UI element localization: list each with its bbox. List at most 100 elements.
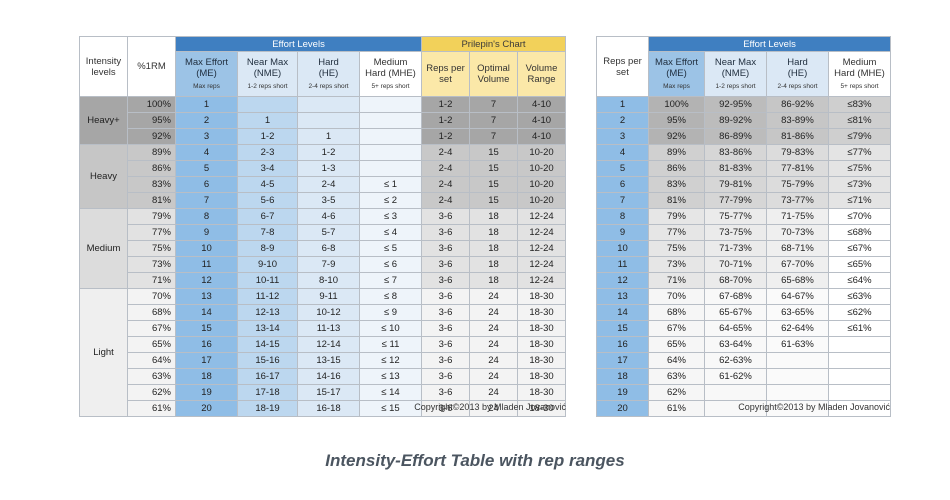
t2-max-effort-sub: Max reps <box>663 82 690 90</box>
rm-cell: 61% <box>127 400 176 417</box>
t2-hard-header: Hard (HE) 2-4 reps short <box>766 51 829 97</box>
volume-range-cell: 4-10 <box>517 128 567 145</box>
reps-cell: 19 <box>596 384 649 401</box>
medium-hard-cell: ≤77% <box>827 144 892 161</box>
volume-range-cell: 10-20 <box>517 176 567 193</box>
medium-hard-cell <box>827 368 892 385</box>
volume-range-cell: 12-24 <box>517 208 567 225</box>
reps-cell: 12 <box>596 272 649 289</box>
hard-cell: 83-89% <box>766 112 829 129</box>
hard-cell: 67-70% <box>766 256 829 273</box>
rm-cell: 75% <box>127 240 176 257</box>
hard-cell: 62-64% <box>766 320 829 337</box>
medium-hard-cell: ≤70% <box>827 208 892 225</box>
reps-cell: 8 <box>596 208 649 225</box>
max-effort-cell: 20 <box>175 400 238 417</box>
optimal-volume-cell: 24 <box>469 400 519 417</box>
hard-cell: 7-9 <box>297 256 360 273</box>
medium-hard-cell: ≤79% <box>827 128 892 145</box>
rm-cell: 92% <box>127 128 176 145</box>
volume-range-cell: 18-30 <box>517 384 567 401</box>
medium-hard-cell: ≤61% <box>827 320 892 337</box>
medium-hard-cell: ≤67% <box>827 240 892 257</box>
reps-cell: 11 <box>596 256 649 273</box>
max-effort-cell: 92% <box>648 128 705 145</box>
medium-hard-cell <box>827 384 892 401</box>
reps-cell: 1 <box>596 96 649 113</box>
table-row: 11 73% 70-71% 67-70% ≤65% <box>596 256 892 273</box>
table-row: 95% 2 1 1-2 7 4-10 <box>80 112 567 129</box>
volume-range-cell: 12-24 <box>517 256 567 273</box>
table-row: Heavy 89% 4 2-3 1-2 2-4 15 10-20 <box>79 144 567 209</box>
max-effort-cell: 15 <box>175 320 238 337</box>
t2-near-max-sub: 1-2 reps short <box>715 82 756 90</box>
intensity-group-label: Heavy <box>79 144 128 209</box>
near-max-cell: 63-64% <box>704 336 767 353</box>
near-max-cell: 64-65% <box>704 320 767 337</box>
hard-cell: 81-86% <box>766 128 829 145</box>
reps-cell: 6 <box>596 176 649 193</box>
near-max-header: Near Max (NME) 1-2 reps short <box>237 51 298 97</box>
hard-cell: 9-11 <box>297 288 360 305</box>
max-effort-cell: 73% <box>648 256 705 273</box>
reps-per-set-cell: 1-2 <box>421 112 471 129</box>
table-row: 19 62% <box>596 384 892 401</box>
table-row: 65% 16 14-15 12-14 ≤ 11 3-6 24 18-30 <box>80 336 567 353</box>
optimal-volume-cell: 24 <box>469 288 519 305</box>
near-max-cell: 83-86% <box>704 144 767 161</box>
rm-cell: 68% <box>127 304 176 321</box>
near-max-cell: 61-62% <box>704 368 767 385</box>
near-max-cell: 8-9 <box>237 240 298 257</box>
medium-hard-cell <box>358 96 423 113</box>
optimal-volume-cell: 15 <box>469 160 519 177</box>
hard-cell: 13-15 <box>297 352 360 369</box>
volume-range-cell: 18-30 <box>517 288 567 305</box>
near-max-cell <box>704 384 767 401</box>
volume-range-cell: 12-24 <box>517 240 567 257</box>
volume-range-cell: 4-10 <box>517 112 567 129</box>
table-row: 1 100% 92-95% 86-92% ≤83% <box>596 96 892 113</box>
near-max-cell: 12-13 <box>237 304 298 321</box>
copyright-left: Copyright©2013 by Mladen Jovanović <box>414 402 566 412</box>
medium-hard-cell: ≤ 12 <box>358 352 423 369</box>
max-effort-cell: 71% <box>648 272 705 289</box>
max-effort-cell: 83% <box>648 176 705 193</box>
reps-per-set-cell: 1-2 <box>421 128 471 145</box>
hard-title: Hard (HE) <box>318 56 339 79</box>
table-row: 14 68% 65-67% 63-65% ≤62% <box>596 304 892 321</box>
hard-cell: 6-8 <box>297 240 360 257</box>
table-row: 12 71% 68-70% 65-68% ≤64% <box>596 272 892 289</box>
volume-range-cell: 18-30 <box>517 336 567 353</box>
near-max-cell: 1 <box>237 112 298 129</box>
reps-cell: 3 <box>596 128 649 145</box>
medium-hard-cell <box>358 144 423 161</box>
optimal-volume-cell: 24 <box>469 368 519 385</box>
medium-hard-cell: ≤81% <box>827 112 892 129</box>
max-effort-cell: 17 <box>175 352 238 369</box>
t2-near-max-header: Near Max (NME) 1-2 reps short <box>704 51 767 97</box>
volume-range-cell: 10-20 <box>517 160 567 177</box>
t2-medium-hard-title: Medium Hard (MHE) <box>834 56 885 79</box>
t2-hard-title: Hard (HE) <box>787 56 808 79</box>
near-max-cell: 77-79% <box>704 192 767 209</box>
table-row: 8 79% 75-77% 71-75% ≤70% <box>596 208 892 225</box>
near-max-cell <box>704 400 767 417</box>
medium-hard-cell: ≤ 1 <box>358 176 423 193</box>
max-effort-cell: 100% <box>648 96 705 113</box>
medium-hard-cell: ≤ 10 <box>358 320 423 337</box>
volume-range-cell: 12-24 <box>517 272 567 289</box>
medium-hard-cell: ≤ 8 <box>358 288 423 305</box>
max-effort-cell: 81% <box>648 192 705 209</box>
max-effort-cell: 64% <box>648 352 705 369</box>
max-effort-cell: 61% <box>648 400 705 417</box>
near-max-cell: 4-5 <box>237 176 298 193</box>
volume-range-cell: 18-30 <box>517 320 567 337</box>
reps-per-set-cell: 3-6 <box>421 208 471 225</box>
medium-hard-cell: ≤65% <box>827 256 892 273</box>
medium-hard-cell <box>827 400 892 417</box>
table-row: 77% 9 7-8 5-7 ≤ 4 3-6 18 12-24 <box>80 224 567 241</box>
table-row: 83% 6 4-5 2-4 ≤ 1 2-4 15 10-20 <box>80 176 567 193</box>
medium-hard-sub: 5+ reps short <box>371 82 410 90</box>
volume-range-cell: 12-24 <box>517 224 567 241</box>
near-max-cell: 89-92% <box>704 112 767 129</box>
